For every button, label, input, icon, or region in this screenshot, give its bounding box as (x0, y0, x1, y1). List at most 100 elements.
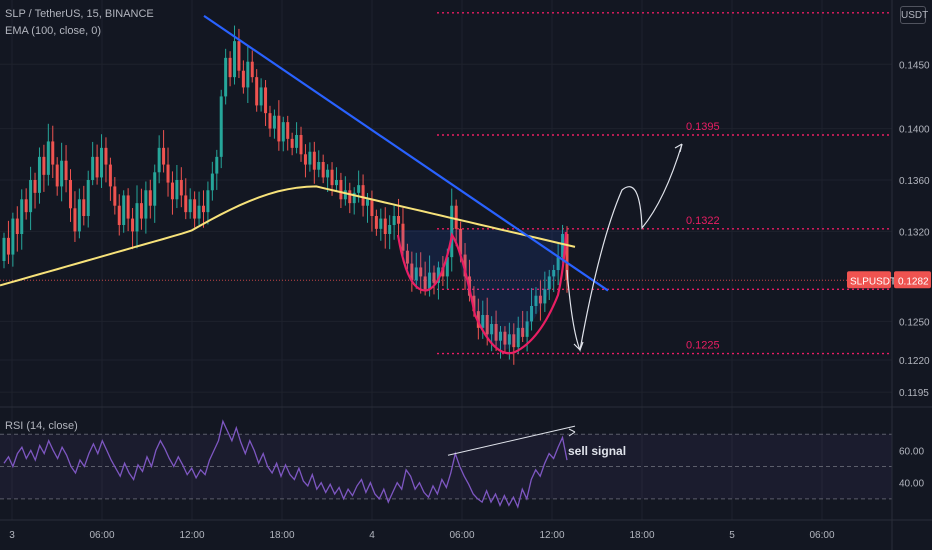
candle-body (485, 315, 489, 335)
price-tick-label: 0.1450 (899, 60, 930, 71)
candle-body (126, 195, 130, 219)
candle-body (317, 162, 321, 170)
candle-body (419, 267, 423, 277)
time-tick-label: 12:00 (179, 530, 204, 541)
candle-body (246, 61, 250, 88)
candle-body (157, 147, 161, 173)
candle-body (108, 164, 112, 187)
candle-body (312, 151, 316, 170)
price-tick-label: 0.1400 (899, 125, 930, 136)
candle-body (370, 199, 374, 216)
candle-body (326, 169, 330, 178)
time-tick-label: 06:00 (89, 530, 114, 541)
candle-body (494, 324, 498, 341)
candle-body (556, 257, 560, 270)
rsi-divergence-arrowhead (568, 428, 576, 437)
candle-body (534, 295, 538, 306)
candle-body (295, 135, 299, 148)
candle-body (264, 87, 268, 114)
candle-body (277, 115, 281, 142)
price-tick-label: 0.1250 (899, 317, 930, 328)
candle-body (153, 172, 157, 206)
candle-body (64, 160, 68, 180)
candle-body (348, 190, 352, 204)
candle-body (281, 122, 285, 142)
candle-body (445, 257, 449, 277)
candle-body (428, 272, 432, 290)
candle-body (374, 216, 378, 229)
time-tick-label: 18:00 (269, 530, 294, 541)
rsi-tick-label: 60.00 (899, 446, 924, 457)
candle-body (272, 115, 276, 129)
candle-body (552, 270, 556, 277)
candle-body (55, 164, 59, 187)
candle-body (46, 141, 50, 175)
candle-body (547, 276, 551, 290)
candle-body (91, 156, 95, 180)
ema-legend: EMA (100, close, 0) (5, 25, 101, 37)
candle-body (184, 195, 188, 213)
time-tick-label: 06:00 (809, 530, 834, 541)
candle-body (290, 138, 294, 148)
currency-button[interactable]: USDT (900, 6, 928, 24)
time-tick-label: 06:00 (449, 530, 474, 541)
candle-body (379, 218, 383, 229)
rsi-divergence-line (447, 425, 576, 456)
candle-body (463, 254, 467, 277)
candle-body (68, 180, 72, 209)
candle-body (215, 156, 219, 174)
candle-body (51, 141, 55, 165)
candle-body (361, 185, 365, 206)
candle-body (117, 205, 121, 225)
candle-body (104, 147, 108, 165)
candle-body (388, 225, 392, 234)
candle-body (499, 331, 503, 341)
candle-body (512, 334, 516, 348)
candle-body (530, 306, 534, 322)
candle-body (414, 267, 418, 281)
candle-body (33, 180, 37, 193)
candle-body (334, 180, 338, 186)
rsi-legend: RSI (14, close) (5, 420, 78, 432)
candle-body (77, 199, 81, 232)
candle-body (352, 192, 356, 204)
candle-body (86, 180, 90, 216)
candle-body (11, 218, 15, 255)
candles (2, 25, 569, 365)
candle-body (339, 180, 343, 200)
candle-body (241, 70, 245, 88)
candle-body (507, 334, 511, 345)
candle-body (131, 218, 135, 232)
candle-body (233, 41, 237, 78)
candle-body (392, 216, 396, 225)
trendline (203, 14, 609, 292)
candle-body (206, 190, 210, 213)
candle-body (29, 180, 33, 213)
candle-body (423, 276, 427, 290)
candle-body (197, 205, 201, 219)
candle-body (481, 315, 485, 328)
candle-body (179, 180, 183, 196)
last-price-badge (894, 271, 931, 289)
time-tick-label: 5 (729, 530, 735, 541)
candle-body (405, 250, 409, 264)
candle-body (15, 218, 19, 234)
candle-body (162, 147, 166, 165)
level-label: 0.1225 (686, 340, 720, 352)
price-tick-label: 0.1320 (899, 227, 930, 238)
candle-body (6, 237, 10, 255)
sell-signal-label: sell signal (568, 444, 626, 458)
price-tick-label: 0.1195 (899, 388, 929, 399)
overlays (0, 14, 683, 355)
candle-body (366, 199, 370, 206)
candle-body (228, 57, 232, 78)
candle-body (237, 41, 241, 71)
candle-body (188, 199, 192, 213)
last-price-text: 0.1282 (898, 276, 929, 287)
time-tick-label: 12:00 (539, 530, 564, 541)
candle-body (250, 61, 254, 78)
candle-body (343, 190, 347, 200)
candle-body (210, 173, 214, 191)
